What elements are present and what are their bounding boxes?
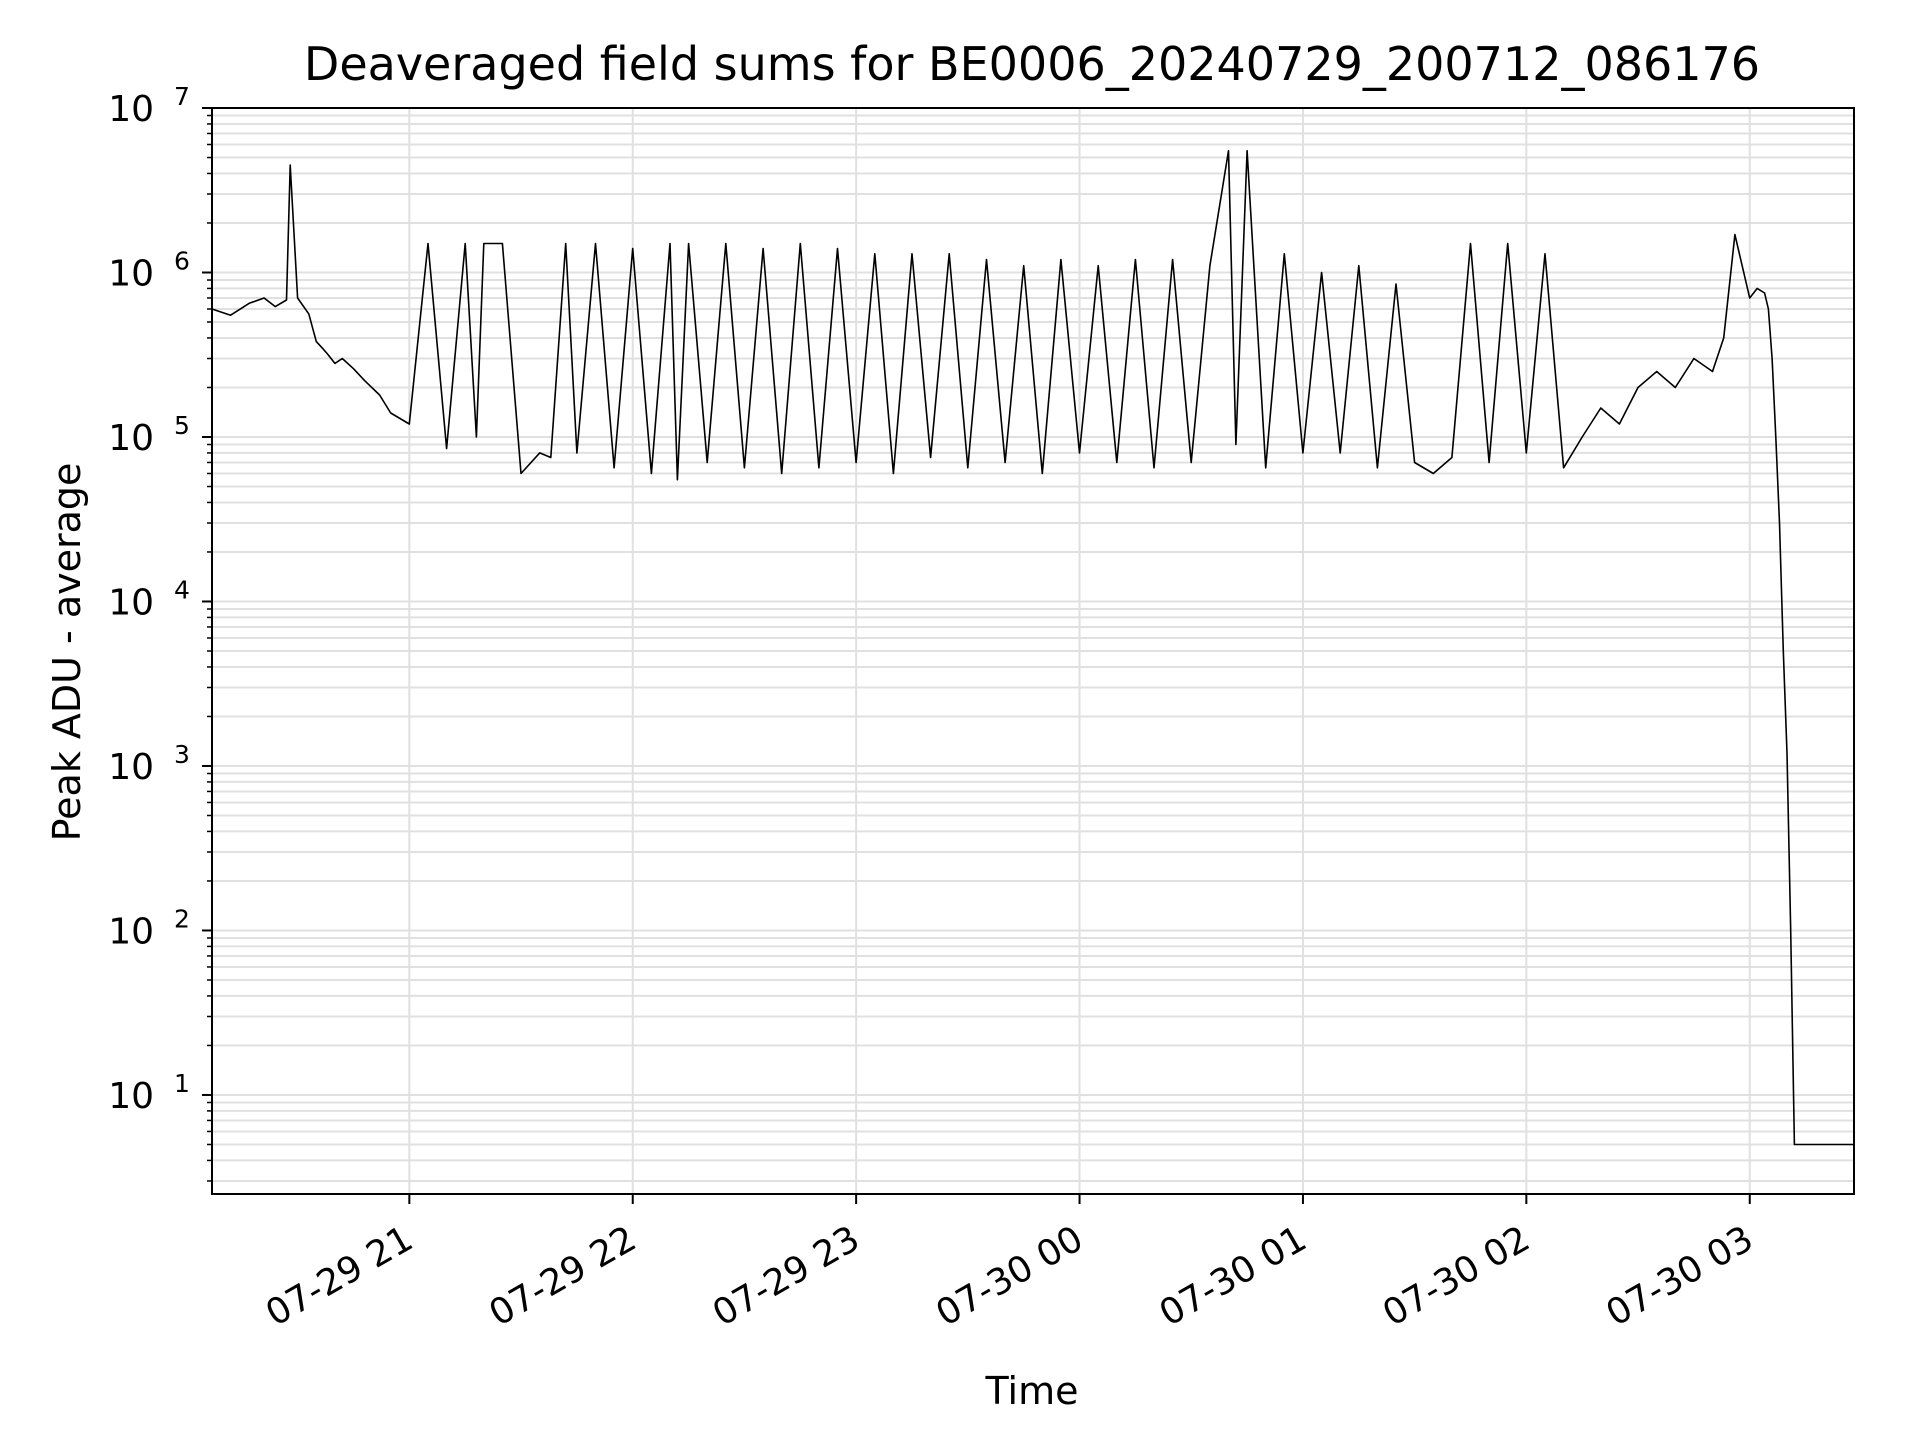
- y-tick-exponent: 1: [174, 1069, 190, 1098]
- y-tick-exponent: 5: [174, 411, 190, 440]
- y-tick-label: 10: [108, 89, 154, 130]
- y-tick-exponent: 4: [174, 575, 190, 604]
- y-tick-exponent: 7: [174, 82, 190, 111]
- y-tick-label: 10: [108, 582, 154, 623]
- y-tick-exponent: 3: [174, 740, 190, 769]
- y-tick-label: 10: [108, 253, 154, 294]
- y-tick-label: 10: [108, 911, 154, 952]
- y-tick-exponent: 2: [174, 904, 190, 933]
- plot-area: [211, 149, 1854, 1146]
- grid: [212, 107, 1854, 1194]
- y-tick-label: 10: [108, 418, 154, 459]
- y-tick-label: 10: [108, 747, 154, 788]
- series-line: [211, 149, 1854, 1146]
- chart-title: Deaveraged field sums for BE0006_2024072…: [304, 37, 1760, 91]
- y-tick-label: 10: [108, 1076, 154, 1117]
- x-axis-label: Time: [985, 1369, 1079, 1413]
- y-axis-label: Peak ADU - average: [45, 463, 89, 842]
- y-tick-exponent: 6: [174, 246, 190, 275]
